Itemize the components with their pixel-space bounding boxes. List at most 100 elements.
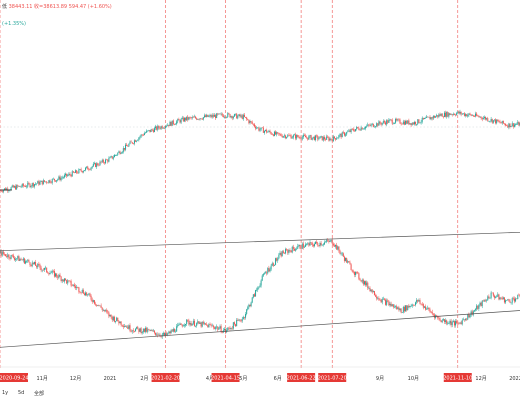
ratio-candle-body xyxy=(505,300,506,302)
ratio-candle-body xyxy=(232,328,233,329)
timeframe-5d[interactable]: 5d xyxy=(18,390,24,396)
ratio-candle-body xyxy=(185,324,186,325)
price-candle-body xyxy=(86,167,87,168)
price-candle-body xyxy=(56,180,57,181)
price-candle-body xyxy=(243,115,244,119)
price-candle-body xyxy=(327,137,328,138)
ratio-candle-body xyxy=(298,245,299,246)
ratio-candle-body xyxy=(464,320,465,321)
price-candle-body xyxy=(273,134,274,136)
price-candle-body xyxy=(35,184,36,185)
price-candle-body xyxy=(258,128,259,131)
price-candle-body xyxy=(132,142,133,143)
price-candle-body xyxy=(40,182,41,185)
ratio-candle-body xyxy=(357,272,358,273)
ratio-candle-body xyxy=(93,300,94,302)
price-candle-body xyxy=(114,155,115,157)
trendline[interactable] xyxy=(0,232,520,250)
ratio-candle-body xyxy=(448,323,449,324)
ratio-candle-body xyxy=(420,300,421,304)
ratio-candle-body xyxy=(515,299,516,302)
price-candle-body xyxy=(66,174,67,176)
price-candle-body xyxy=(257,128,258,129)
event-date-label: 2021-04-15 xyxy=(211,376,240,382)
price-candle-body xyxy=(334,136,335,138)
price-candle-body xyxy=(221,114,222,115)
price-candle-body xyxy=(307,138,308,140)
price-candle-body xyxy=(77,173,78,174)
ratio-candle-body xyxy=(48,273,49,274)
price-candle-body xyxy=(196,118,197,119)
ratio-candle-body xyxy=(141,328,142,333)
price-candle-body xyxy=(203,117,204,119)
ratio-candle-body xyxy=(56,273,57,276)
price-candle-body xyxy=(152,129,153,130)
price-candle-body xyxy=(360,130,361,131)
price-candle-body xyxy=(266,130,267,133)
ratio-candle-body xyxy=(243,317,244,319)
ratio-candle-body xyxy=(258,287,259,288)
ratio-candle-body xyxy=(84,294,85,296)
timeframe-all[interactable]: 全部 xyxy=(34,390,44,397)
price-candle-body xyxy=(515,124,516,125)
trendline[interactable] xyxy=(0,311,520,348)
ratio-candle-body xyxy=(142,332,143,333)
ratio-candle-body xyxy=(271,266,272,270)
price-candle-body xyxy=(312,138,313,140)
price-candle-body xyxy=(505,124,506,125)
ratio-candle-body xyxy=(36,266,37,267)
ratio-candle-body xyxy=(348,261,349,262)
price-candle-body xyxy=(230,114,231,117)
price-candle-body xyxy=(403,122,404,124)
ratio-candle-body xyxy=(135,329,136,332)
ratio-candle-body xyxy=(171,330,172,333)
price-candle-body xyxy=(44,180,45,181)
price-candle-body xyxy=(363,129,364,130)
ratio-candle-body xyxy=(95,304,96,305)
ratio-candle-body xyxy=(375,295,376,296)
ratio-candle-body xyxy=(428,308,429,310)
ratio-candle-body xyxy=(123,326,124,327)
price-candle-body xyxy=(518,122,519,126)
price-candle-body xyxy=(351,129,352,132)
price-candle-body xyxy=(411,123,412,125)
price-candle-body xyxy=(417,119,418,124)
price-candle-body xyxy=(65,174,66,175)
ratio-candle-body xyxy=(64,279,65,282)
ratio-candle-body xyxy=(55,273,56,276)
price-candle-body xyxy=(163,128,164,129)
ratio-candle-body xyxy=(155,333,156,335)
ratio-candle-body xyxy=(103,310,104,311)
price-candle-body xyxy=(402,124,403,125)
price-candle-body xyxy=(356,127,357,129)
price-candle-body xyxy=(395,119,396,123)
x-tick-label: 12月 xyxy=(475,376,486,382)
price-candle-body xyxy=(118,151,119,152)
ratio-candle-body xyxy=(321,243,322,245)
price-candle-body xyxy=(123,148,124,152)
ratio-candle-body xyxy=(62,279,63,280)
ratio-candle-body xyxy=(75,286,76,288)
ratio-candle-body xyxy=(92,300,93,302)
price-candle-body xyxy=(182,118,183,119)
ratio-candle-body xyxy=(105,310,106,311)
price-candle-body xyxy=(84,170,85,171)
price-candle-body xyxy=(510,123,511,127)
ratio-candle-body xyxy=(327,240,328,241)
x-tick-label: 5月 xyxy=(239,376,247,382)
ratio-candle-body xyxy=(88,294,89,295)
price-candle-body xyxy=(60,177,61,181)
ratio-candle-body xyxy=(136,327,137,329)
price-candle-body xyxy=(378,121,379,125)
ratio-candle-body xyxy=(148,329,149,330)
timeframe-1y[interactable]: 1y xyxy=(2,390,8,396)
ratio-candle-body xyxy=(183,325,184,326)
ratio-candle-body xyxy=(368,288,369,289)
ratio-candle-body xyxy=(465,319,466,320)
ratio-candle-body xyxy=(267,268,268,273)
price-candle-body xyxy=(480,117,481,118)
ratio-candle-body xyxy=(191,323,192,325)
